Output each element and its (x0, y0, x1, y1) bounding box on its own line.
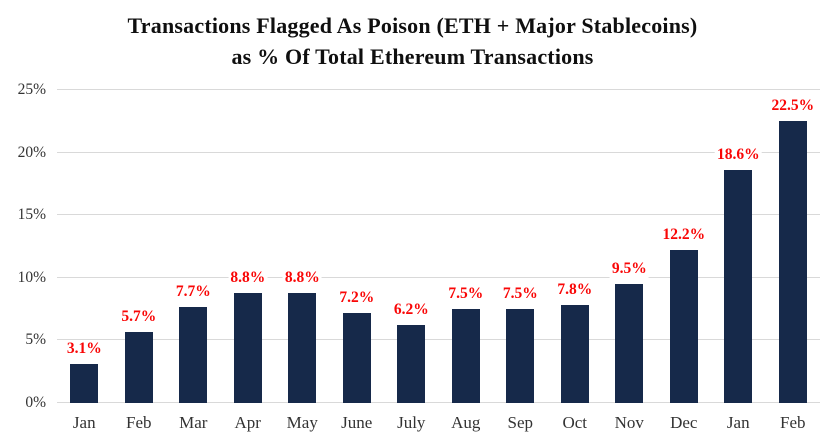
bar-slot: 8.8% Apr (221, 90, 276, 432)
x-axis-label: June (341, 413, 373, 432)
bar (615, 284, 644, 403)
x-axis-label: Sep (507, 413, 534, 432)
bar (506, 309, 535, 403)
y-axis-tick-label: 5% (25, 331, 46, 349)
bar (669, 250, 698, 403)
bar (70, 364, 99, 403)
bar-slot: 12.2% Dec (657, 90, 712, 432)
gridline (57, 402, 820, 403)
bar (179, 306, 208, 403)
x-axis-label: Jan (72, 413, 96, 432)
bar-value-label: 8.8% (282, 268, 322, 287)
bars: 3.1% Jan 5.7% Feb 7.7% Mar 8.8% Apr 8.8% May 7.2% J… (57, 90, 821, 432)
bar-slot: 7.2% June (330, 90, 385, 432)
bar (233, 292, 262, 403)
bar-slot: 7.8% Oct (548, 90, 603, 432)
y-axis-tick-label: 25% (17, 81, 46, 98)
plot-area: 0% 5% 10% 15% 20% 25% 3.1% Jan 5.7% Feb 7.7% Mar 8.… (18, 81, 821, 432)
bar-value-label: 7.2% (337, 288, 377, 307)
y-axis-tick-label: 15% (17, 206, 46, 224)
bar (560, 305, 589, 403)
x-axis-label: Mar (179, 413, 208, 432)
x-axis-label: Dec (670, 413, 698, 432)
bar (342, 312, 371, 403)
bar-value-label: 6.2% (391, 301, 431, 320)
bar-value-label: 22.5% (769, 97, 817, 116)
x-axis-label: Apr (234, 413, 261, 432)
y-axis-tick-label: 20% (17, 143, 46, 161)
chart-title-line1: Transactions Flagged As Poison (ETH + Ma… (127, 13, 698, 38)
x-axis-label: July (397, 413, 426, 432)
bar-value-label: 5.7% (119, 307, 159, 326)
chart-title-line2: as % Of Total Ethereum Transactions (231, 44, 594, 69)
bar-slot: 3.1% Jan (57, 90, 112, 432)
bar-value-label: 3.1% (64, 340, 104, 359)
bar-slot: 6.2% July (384, 90, 439, 432)
gridline (57, 339, 820, 341)
bar (778, 121, 807, 403)
bar (124, 331, 153, 403)
bar-value-label: 7.8% (555, 281, 595, 300)
bar-slot: 7.5% Aug (439, 90, 494, 432)
x-axis-label: Feb (126, 413, 152, 432)
bar-value-label: 7.7% (173, 282, 213, 301)
gridline (57, 151, 820, 153)
bar-slot: 5.7% Feb (112, 90, 167, 432)
bar-value-label: 8.8% (228, 268, 268, 287)
x-axis-label: Oct (562, 413, 588, 432)
bar (451, 309, 480, 403)
bar-value-label: 18.6% (714, 146, 762, 165)
bar (397, 325, 426, 403)
bar-slot: 9.5% Nov (602, 90, 657, 432)
gridline (57, 276, 820, 278)
x-axis-label: Feb (780, 413, 806, 432)
y-axis-tick-label: 10% (17, 268, 46, 286)
bar-slot: 7.5% Sep (493, 90, 548, 432)
chart-title: Transactions Flagged As Poison (ETH + Ma… (0, 10, 825, 72)
x-axis-label: Nov (614, 413, 644, 432)
gridline (57, 89, 820, 90)
bar-slot: 18.6% Jan (711, 90, 766, 432)
y-axis-tick-label: 0% (25, 394, 46, 411)
y-axis: 0% 5% 10% 15% 20% 25% (0, 81, 46, 411)
bar-slot: 7.7% Mar (166, 90, 221, 432)
bar-slot: 22.5% Feb (766, 90, 821, 432)
bar-value-label: 12.2% (660, 226, 708, 245)
x-axis-label: May (286, 413, 318, 432)
bar-value-label: 7.5% (500, 285, 540, 304)
bar-value-label: 7.5% (446, 285, 486, 304)
bar-slot: 8.8% May (275, 90, 330, 432)
bar (724, 170, 753, 403)
bar (288, 292, 317, 403)
bar-value-label: 9.5% (609, 260, 649, 279)
x-axis-label: Jan (726, 413, 750, 432)
x-axis-label: Aug (451, 413, 481, 432)
gridline (57, 214, 820, 216)
